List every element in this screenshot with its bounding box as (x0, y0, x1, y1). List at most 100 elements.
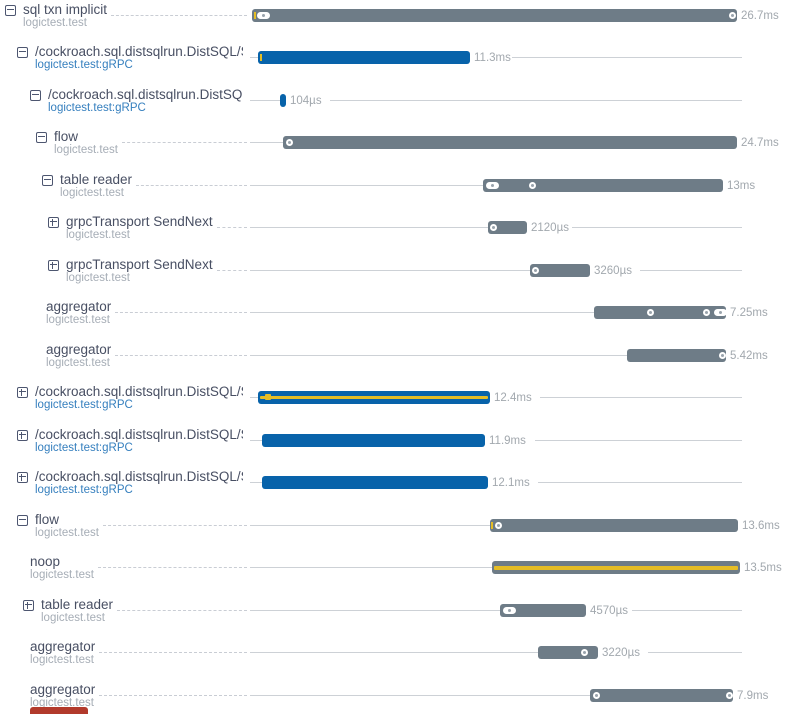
annotation-marker[interactable] (286, 139, 293, 146)
span-duration-label: 5.42ms (730, 350, 768, 362)
span-bar[interactable] (280, 94, 286, 107)
span-labels: aggregator logictest.test (30, 682, 95, 709)
span-title: aggregator (30, 682, 96, 697)
span-bar[interactable] (538, 646, 598, 659)
span-bar[interactable] (262, 476, 488, 489)
annotation-marker[interactable] (593, 692, 600, 699)
span-bar[interactable] (258, 51, 470, 64)
span-label-cell: /cockroach.sql.distsqlrun.DistSQL/SetupF… (17, 44, 250, 71)
event-marker-yellow[interactable] (265, 394, 271, 400)
timeline-trail-line (632, 610, 742, 611)
timeline-lead-line (250, 482, 262, 483)
span-duration-label: 11.3ms (474, 52, 511, 64)
partial-red-span-bar[interactable] (30, 707, 88, 714)
annotation-marker[interactable] (719, 352, 726, 359)
span-duration-label: 13.5ms (744, 562, 782, 574)
annotation-marker[interactable] (729, 12, 736, 19)
dashed-connector (97, 567, 247, 568)
timeline-lead-line (250, 652, 538, 653)
span-subtitle: logictest.test (23, 17, 87, 29)
annotation-marker[interactable] (486, 182, 499, 189)
dashed-connector (99, 652, 247, 653)
span-bar[interactable] (283, 136, 737, 149)
event-marker-yellow[interactable] (254, 12, 256, 19)
expand-icon[interactable] (17, 387, 28, 398)
timeline-lead-line (250, 142, 283, 143)
annotation-marker[interactable] (581, 649, 588, 656)
span-timeline: 26.7ms (250, 2, 779, 44)
annotation-marker[interactable] (495, 522, 502, 529)
collapse-icon[interactable] (17, 515, 28, 526)
timeline-trail-line (640, 270, 742, 271)
span-timeline: 7.25ms (250, 299, 768, 341)
trace-row: /cockroach.sql.distsqlrun.DistSQL/SetupF… (0, 384, 786, 426)
trace-row: noop logictest.test 13.5ms (0, 554, 786, 596)
timeline-lead-line (250, 525, 490, 526)
span-bar[interactable] (488, 221, 527, 234)
span-label-cell: aggregator logictest.test (46, 342, 250, 369)
collapse-icon[interactable] (42, 175, 53, 186)
span-timeline: 11.9ms (250, 427, 742, 469)
annotation-marker[interactable] (503, 607, 516, 614)
collapse-icon[interactable] (36, 132, 47, 143)
timeline-trail-line (330, 100, 742, 101)
span-bar[interactable] (483, 179, 723, 192)
trace-row: /cockroach.sql.distsqlrun.DistSQL/SetupF… (0, 87, 786, 129)
span-bar[interactable] (627, 349, 726, 362)
annotation-marker[interactable] (490, 224, 497, 231)
span-bar[interactable] (490, 519, 738, 532)
span-bar[interactable] (262, 434, 485, 447)
span-title: grpcTransport SendNext (66, 257, 213, 272)
timeline-trail-line (540, 397, 742, 398)
span-labels: /cockroach.sql.distsqlrun.DistSQL/SetupF… (35, 44, 243, 71)
dashed-connector (102, 525, 247, 526)
span-title: flow (54, 129, 79, 144)
annotation-marker[interactable] (703, 309, 710, 316)
span-labels: sql txn implicit logictest.test (23, 2, 107, 29)
span-bar[interactable] (252, 9, 737, 22)
trace-row: aggregator logictest.test 7.25ms (0, 299, 786, 341)
span-subtitle: logictest.test (30, 569, 94, 581)
annotation-marker[interactable] (714, 309, 727, 316)
collapse-icon[interactable] (17, 47, 28, 58)
yellow-stripe (494, 566, 738, 570)
span-duration-label: 7.25ms (730, 307, 768, 319)
span-duration-label: 3260µs (594, 265, 632, 277)
span-bar[interactable] (258, 391, 490, 404)
dashed-connector (115, 312, 247, 313)
span-title: /cockroach.sql.distsqlrun.DistSQL/SetupF… (35, 469, 243, 484)
expand-icon[interactable] (23, 600, 34, 611)
span-bar[interactable] (590, 689, 733, 702)
event-marker-yellow[interactable] (491, 522, 493, 529)
span-timeline: 4570µs (250, 597, 742, 639)
span-bar[interactable] (594, 306, 726, 319)
expand-icon[interactable] (48, 260, 59, 271)
annotation-marker[interactable] (647, 309, 654, 316)
collapse-icon[interactable] (5, 5, 16, 16)
expand-icon[interactable] (17, 472, 28, 483)
dashed-connector (117, 610, 247, 611)
span-bar[interactable] (530, 264, 590, 277)
span-bar[interactable] (492, 561, 740, 574)
span-labels: grpcTransport SendNext logictest.test (66, 214, 213, 241)
dashed-connector (99, 695, 247, 696)
annotation-marker[interactable] (532, 267, 539, 274)
annotation-marker[interactable] (257, 12, 270, 19)
event-marker-yellow[interactable] (260, 54, 262, 61)
span-duration-label: 26.7ms (741, 10, 779, 22)
annotation-marker[interactable] (529, 182, 536, 189)
yellow-stripe (260, 396, 488, 399)
expand-icon[interactable] (48, 217, 59, 228)
trace-row: aggregator logictest.test 3220µs (0, 639, 786, 681)
span-labels: /cockroach.sql.distsqlrun.DistSQL/SetupF… (35, 384, 243, 411)
annotation-marker[interactable] (726, 692, 733, 699)
span-title: noop (30, 554, 61, 569)
span-labels: /cockroach.sql.distsqlrun.DistSQL/SetupF… (48, 87, 243, 114)
expand-icon[interactable] (17, 430, 28, 441)
span-timeline: 5.42ms (250, 342, 768, 384)
collapse-icon[interactable] (30, 90, 41, 101)
span-label-cell: noop logictest.test (30, 554, 250, 581)
trace-row: table reader logictest.test 13ms (0, 172, 786, 214)
span-timeline: 2120µs (250, 214, 742, 256)
span-bar[interactable] (500, 604, 586, 617)
